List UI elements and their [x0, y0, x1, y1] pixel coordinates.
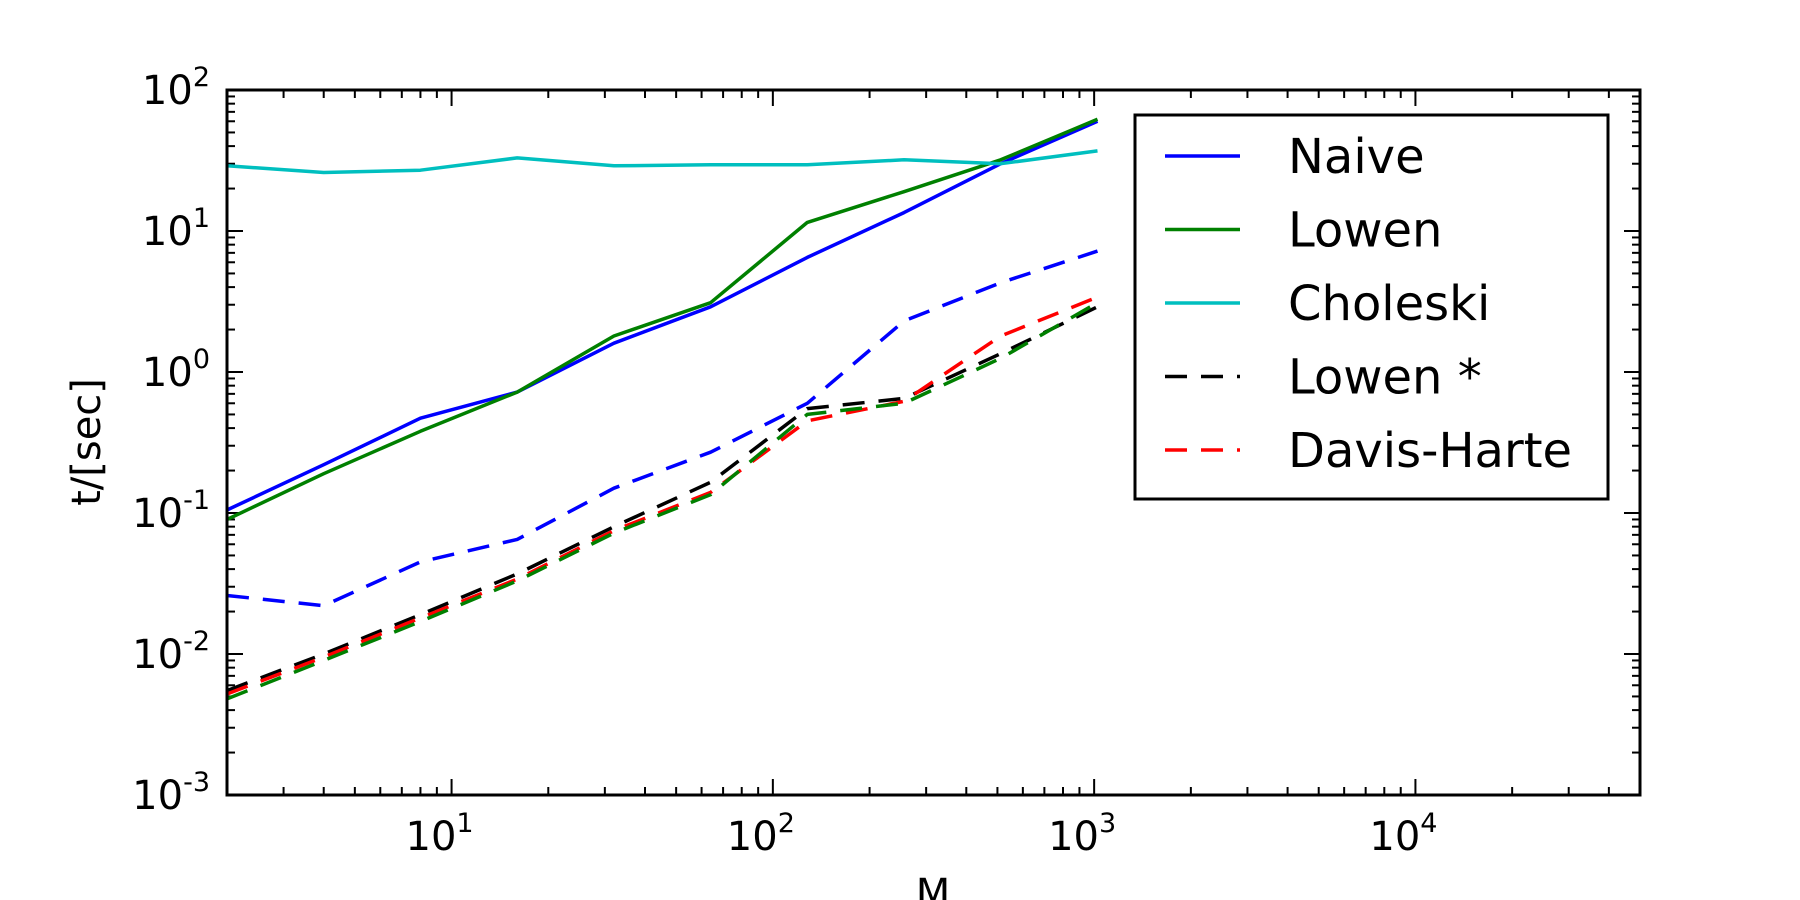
x-tick-label: 102	[727, 808, 795, 860]
x-tick-label: 103	[1048, 808, 1116, 860]
legend-label: Lowen	[1288, 203, 1442, 259]
legend-box	[1133, 113, 1610, 501]
legend-label: Choleski	[1288, 276, 1490, 332]
x-tick-label: 104	[1369, 808, 1437, 860]
y-tick-label: 102	[142, 62, 210, 114]
y-tick-label: 10-1	[132, 485, 210, 537]
x-tick-label: 101	[406, 808, 474, 860]
y-tick-label: 101	[142, 203, 210, 255]
series-layer	[226, 117, 1099, 701]
series-line-unlabeled-5	[226, 249, 1099, 608]
legend-label: Naive	[1288, 129, 1425, 185]
series-line-lowen	[226, 117, 1099, 522]
y-tick-label: 100	[142, 344, 210, 396]
series-line-davis-harte	[226, 295, 1099, 696]
y-axis-label: t/[sec]	[64, 378, 110, 506]
y-tick-labels: 10-3 10-2 10-1 100 101 102	[132, 62, 210, 819]
x-tick-labels: 101 102 103 104	[406, 808, 1438, 860]
y-tick-label: 10-3	[132, 767, 210, 819]
series-line-lowen	[226, 305, 1099, 693]
series-line-unlabeled-6	[226, 301, 1099, 701]
legend-entries: Naive Lowen Choleski Lowen * Davis-Harte	[1165, 129, 1572, 479]
legend: Naive Lowen Choleski Lowen * Davis-Harte	[1133, 113, 1610, 501]
legend-label: Lowen *	[1288, 350, 1482, 406]
series-line-naive	[226, 119, 1099, 512]
legend-label: Davis-Harte	[1288, 423, 1572, 479]
x-axis-label: M	[916, 871, 951, 900]
plot-frame	[225, 88, 1642, 797]
y-tick-label: 10-2	[132, 626, 210, 678]
series-line-choleski	[226, 149, 1098, 175]
